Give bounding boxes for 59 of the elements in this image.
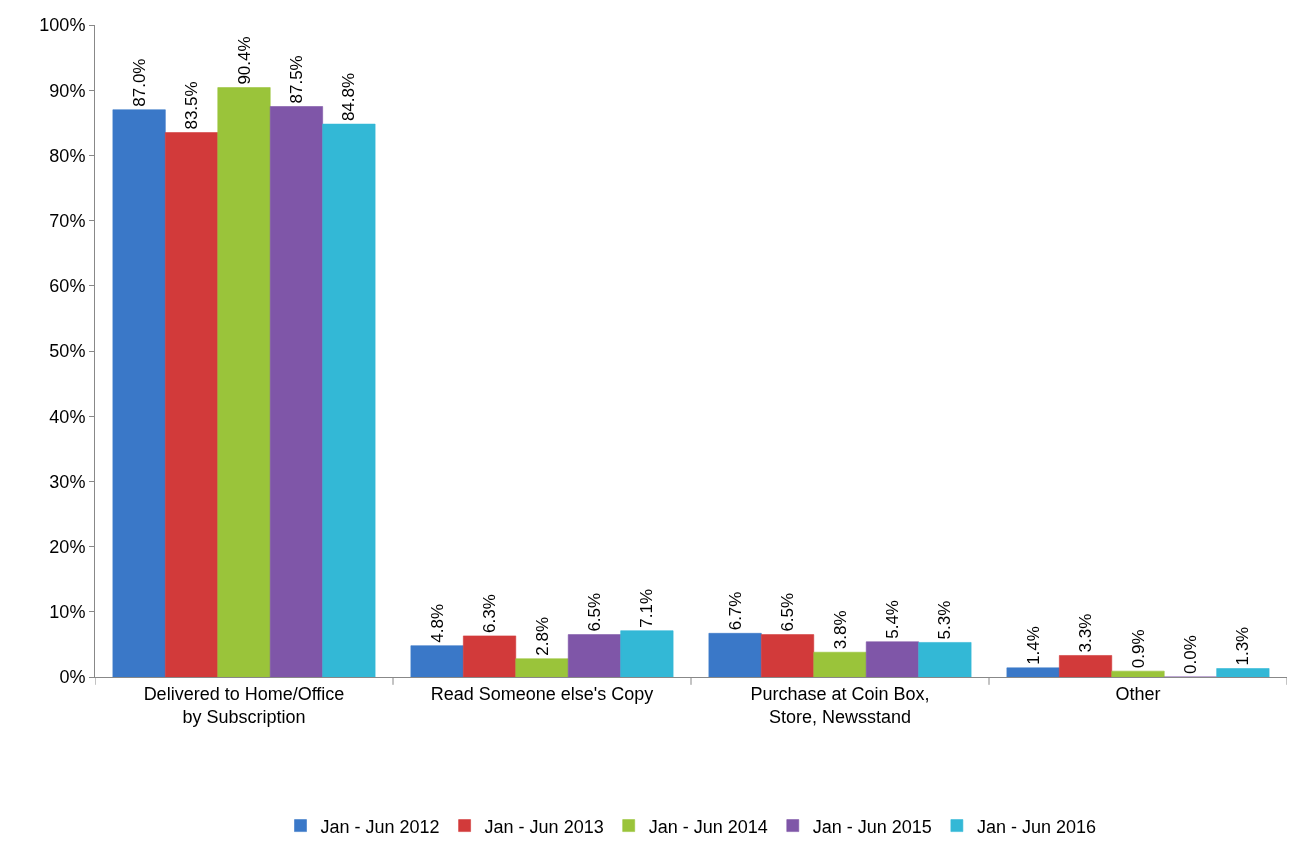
bar	[761, 634, 815, 677]
data-label: 84.8%	[339, 72, 359, 122]
bar	[165, 132, 219, 677]
data-label: 6.5%	[584, 592, 604, 632]
bar	[463, 635, 517, 677]
data-label: 2.8%	[532, 616, 552, 656]
bar	[918, 642, 972, 677]
x-tick-label: Delivered to Home/Office by Subscription	[143, 683, 345, 727]
y-tick-label: 70%	[49, 210, 86, 231]
bar	[567, 634, 621, 677]
data-label: 0.9%	[1128, 629, 1148, 669]
bar	[1216, 668, 1270, 677]
data-label: 5.4%	[882, 600, 902, 639]
bar	[1111, 670, 1165, 677]
y-tick-label: 40%	[49, 406, 86, 427]
bar	[813, 651, 867, 677]
bar	[322, 123, 376, 677]
data-label: 6.3%	[480, 594, 500, 633]
x-tick-label: Purchase at Coin Box, Store, Newsstand	[750, 683, 930, 727]
data-label: 3.8%	[830, 610, 850, 650]
bar	[1059, 655, 1113, 677]
data-label: 0.0%	[1180, 635, 1200, 674]
legend-label: Jan - Jun 2013	[484, 816, 604, 837]
y-tick-label: 0%	[59, 667, 86, 688]
data-label: 4.8%	[427, 603, 447, 643]
bar	[708, 633, 762, 677]
data-label: 6.7%	[725, 591, 745, 631]
data-label: 3.3%	[1076, 613, 1096, 653]
data-label: 1.4%	[1023, 626, 1043, 665]
bar	[410, 645, 464, 677]
data-label: 87.0%	[129, 58, 149, 107]
bar	[217, 87, 271, 677]
data-label: 6.5%	[778, 592, 798, 632]
bar	[269, 106, 323, 677]
data-label: 5.3%	[935, 600, 955, 640]
bar	[515, 658, 569, 677]
bar	[865, 641, 919, 677]
bar	[1006, 667, 1060, 677]
x-tick-label: Other	[1115, 683, 1161, 704]
legend-label: Jan - Jun 2015	[812, 816, 932, 837]
y-tick-label: 50%	[49, 341, 86, 362]
y-tick-label: 20%	[49, 536, 86, 557]
y-tick-label: 30%	[49, 471, 86, 492]
y-tick-label: 100%	[39, 15, 86, 36]
y-tick-label: 80%	[49, 145, 86, 166]
legend-label: Jan - Jun 2012	[320, 816, 440, 837]
data-label: 7.1%	[637, 588, 657, 628]
data-label: 87.5%	[286, 55, 306, 104]
data-label: 1.3%	[1233, 626, 1253, 666]
y-tick-label: 60%	[49, 276, 86, 297]
bar	[620, 630, 674, 677]
y-tick-label: 10%	[49, 602, 86, 623]
y-tick-label: 90%	[49, 80, 86, 101]
legend-label: Jan - Jun 2014	[648, 816, 768, 837]
bar	[112, 109, 166, 677]
legend-label: Jan - Jun 2016	[976, 816, 1096, 837]
data-label: 90.4%	[234, 36, 254, 85]
x-tick-label: Read Someone else's Copy	[430, 683, 654, 704]
data-label: 83.5%	[182, 81, 202, 130]
